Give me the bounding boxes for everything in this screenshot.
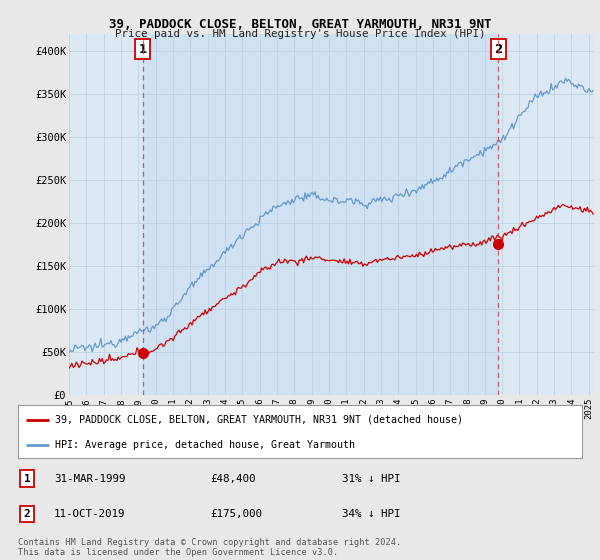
Text: 34% ↓ HPI: 34% ↓ HPI [342,509,401,519]
Text: 2: 2 [494,43,502,55]
Text: 1: 1 [23,474,31,484]
Text: 31% ↓ HPI: 31% ↓ HPI [342,474,401,484]
Text: 31-MAR-1999: 31-MAR-1999 [54,474,125,484]
Text: £48,400: £48,400 [210,474,256,484]
Text: 39, PADDOCK CLOSE, BELTON, GREAT YARMOUTH, NR31 9NT (detached house): 39, PADDOCK CLOSE, BELTON, GREAT YARMOUT… [55,415,463,425]
Text: £175,000: £175,000 [210,509,262,519]
Text: Contains HM Land Registry data © Crown copyright and database right 2024.
This d: Contains HM Land Registry data © Crown c… [18,538,401,557]
Text: Price paid vs. HM Land Registry's House Price Index (HPI): Price paid vs. HM Land Registry's House … [115,29,485,39]
Bar [143,34,499,395]
Text: 39, PADDOCK CLOSE, BELTON, GREAT YARMOUTH, NR31 9NT: 39, PADDOCK CLOSE, BELTON, GREAT YARMOUT… [109,18,491,31]
Text: 2: 2 [23,509,31,519]
Text: 1: 1 [139,43,147,55]
Text: HPI: Average price, detached house, Great Yarmouth: HPI: Average price, detached house, Grea… [55,440,355,450]
Text: 11-OCT-2019: 11-OCT-2019 [54,509,125,519]
